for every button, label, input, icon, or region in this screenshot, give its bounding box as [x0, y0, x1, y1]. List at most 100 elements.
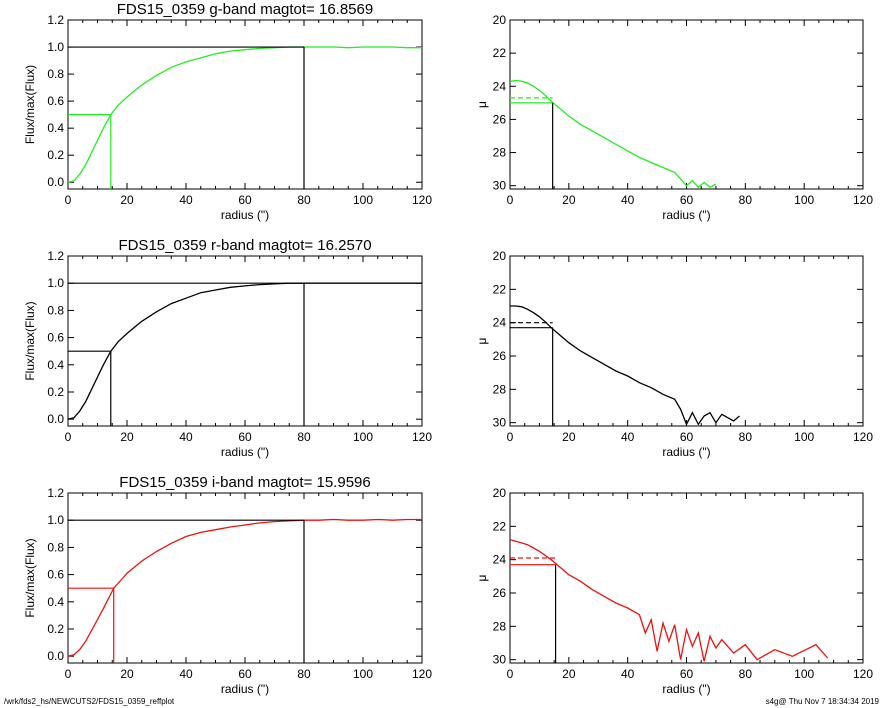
y-tick-label: 26 [493, 586, 507, 600]
x-tick-label: 20 [120, 193, 134, 207]
y-tick-label: 30 [493, 416, 507, 430]
series-line [68, 518, 422, 657]
series-line [510, 79, 717, 189]
series-line [68, 46, 422, 183]
x-tick-label: 80 [739, 667, 753, 681]
chart-title: FDS15_0359 g-band magtot= 16.8569 [117, 1, 373, 18]
y-axis-label: μ [475, 337, 489, 344]
x-tick-label: 120 [412, 193, 432, 207]
x-tick-label: 80 [739, 193, 753, 207]
y-tick-label: 1.2 [47, 13, 64, 27]
y-tick-label: 30 [493, 653, 507, 667]
y-tick-label: 28 [493, 146, 507, 160]
x-tick-label: 80 [739, 430, 753, 444]
y-tick-label: 20 [493, 13, 507, 27]
panel-3 [67, 255, 423, 427]
y-tick-label: 1.2 [47, 249, 64, 263]
x-tick-label: 60 [238, 430, 252, 444]
chart-title: FDS15_0359 r-band magtot= 16.2570 [118, 237, 371, 254]
x-axis-label: radius (") [221, 682, 269, 696]
x-tick-label: 80 [297, 193, 311, 207]
y-tick-label: 30 [493, 179, 507, 193]
y-axis-label: Flux/max(Flux) [23, 65, 37, 144]
series-line [68, 282, 422, 420]
y-tick-label: 0.0 [47, 175, 64, 189]
y-tick-label: 22 [493, 282, 507, 296]
x-tick-label: 0 [507, 430, 514, 444]
panel-2 [509, 19, 864, 190]
panel-5 [67, 492, 423, 664]
y-tick-label: 0.6 [47, 331, 64, 345]
x-tick-label: 100 [794, 667, 814, 681]
x-tick-label: 0 [507, 667, 514, 681]
y-tick-label: 26 [493, 112, 507, 126]
y-tick-label: 0.8 [47, 303, 64, 317]
x-tick-label: 20 [120, 430, 134, 444]
x-tick-label: 0 [65, 667, 72, 681]
panel-6 [509, 492, 864, 664]
y-tick-label: 24 [493, 316, 507, 330]
x-tick-label: 40 [179, 193, 193, 207]
x-tick-label: 40 [179, 667, 193, 681]
y-tick-label: 0.4 [47, 121, 64, 135]
x-tick-label: 20 [562, 667, 576, 681]
series-line [510, 305, 740, 426]
y-tick-label: 0.2 [47, 622, 64, 636]
y-tick-label: 0.2 [47, 385, 64, 399]
x-axis-label: radius (") [662, 445, 710, 459]
y-axis-label: μ [475, 574, 489, 581]
y-tick-label: 28 [493, 619, 507, 633]
x-tick-label: 120 [853, 430, 873, 444]
x-tick-label: 80 [297, 667, 311, 681]
x-tick-label: 100 [353, 430, 373, 444]
panel-1 [67, 19, 423, 190]
plot-frame [67, 492, 423, 664]
y-axis-label: Flux/max(Flux) [23, 301, 37, 380]
x-tick-label: 20 [562, 193, 576, 207]
x-tick-label: 60 [238, 667, 252, 681]
x-tick-label: 100 [794, 193, 814, 207]
y-tick-label: 0.4 [47, 358, 64, 372]
x-tick-label: 0 [65, 193, 72, 207]
panel-4 [509, 255, 864, 427]
y-tick-label: 0.4 [47, 595, 64, 609]
x-tick-label: 20 [562, 430, 576, 444]
y-tick-label: 0.6 [47, 568, 64, 582]
y-tick-label: 0.0 [47, 649, 64, 663]
y-axis-label: Flux/max(Flux) [23, 538, 37, 617]
series-line [510, 539, 829, 662]
x-tick-label: 40 [621, 667, 635, 681]
x-tick-label: 40 [179, 430, 193, 444]
x-tick-label: 0 [65, 430, 72, 444]
plot-frame [67, 19, 423, 190]
x-tick-label: 60 [680, 667, 694, 681]
x-tick-label: 40 [621, 193, 635, 207]
y-tick-label: 24 [493, 553, 507, 567]
y-tick-label: 28 [493, 382, 507, 396]
x-axis-label: radius (") [221, 445, 269, 459]
y-tick-label: 0.8 [47, 67, 64, 81]
plot-frame [509, 19, 864, 190]
y-tick-label: 26 [493, 349, 507, 363]
x-axis-label: radius (") [662, 682, 710, 696]
footer-timestamp: s4g@ Thu Nov 7 18:34:34 2019 [765, 697, 879, 706]
chart-title: FDS15_0359 i-band magtot= 15.9596 [119, 474, 370, 491]
y-tick-label: 1.2 [47, 486, 64, 500]
y-tick-label: 24 [493, 79, 507, 93]
x-tick-label: 100 [353, 667, 373, 681]
x-tick-label: 60 [238, 193, 252, 207]
y-tick-label: 1.0 [47, 276, 64, 290]
y-tick-label: 20 [493, 486, 507, 500]
y-tick-label: 0.8 [47, 540, 64, 554]
x-tick-label: 120 [853, 193, 873, 207]
x-axis-label: radius (") [221, 208, 269, 222]
y-tick-label: 0.6 [47, 94, 64, 108]
footer-path: /wrk/fds2_hs/NEWCUTS2/FDS15_0359_reffplo… [4, 697, 175, 706]
plot-frame [67, 255, 423, 427]
x-tick-label: 60 [680, 430, 694, 444]
plot-frame [509, 492, 864, 664]
y-tick-label: 22 [493, 519, 507, 533]
x-tick-label: 0 [507, 193, 514, 207]
y-tick-label: 0.0 [47, 412, 64, 426]
